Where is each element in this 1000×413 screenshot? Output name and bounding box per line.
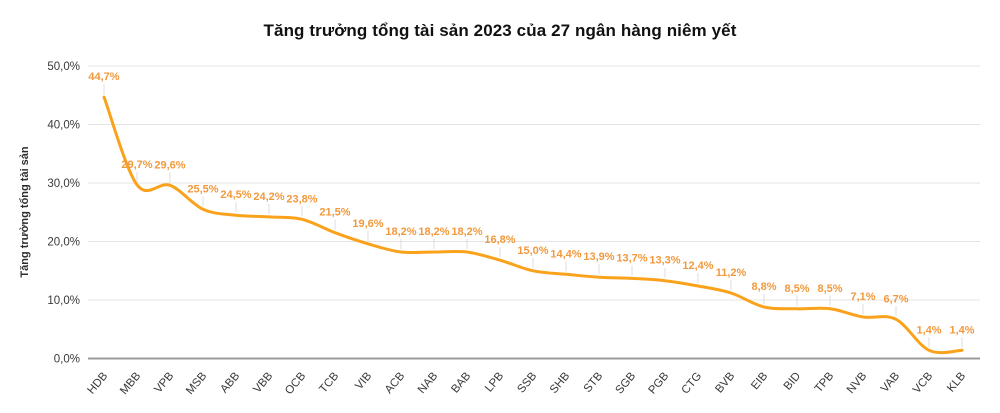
data-point-label: 8,8% [751,281,776,293]
data-point-label: 13,9% [583,251,614,263]
x-tick-label: VPB [152,370,176,396]
series-line [102,95,964,355]
x-tick-label: MSB [184,370,209,397]
data-point-label: 29,6% [154,159,185,171]
data-point-label: 18,2% [385,226,416,238]
data-point-label: 8,5% [784,283,809,295]
data-point-label: 12,4% [682,260,713,272]
x-tick-label: VBB [251,370,275,396]
chart-title: Tăng trưởng tổng tài sản 2023 của 27 ngâ… [263,21,737,40]
data-point-label: 1,4% [949,324,974,336]
x-tick-label: NAB [416,370,441,396]
x-tick-label: VIB [353,370,374,392]
x-tick-label: TCB [317,370,341,396]
x-tick-label: CTG [679,370,704,396]
data-point-label: 11,2% [716,267,747,279]
x-tick-label: BVB [713,370,737,396]
data-point-label: 25,5% [187,183,218,195]
x-tick-label: SGB [613,370,638,397]
y-tick-label: 10,0% [47,295,80,307]
x-tick-label: NVB [845,370,870,396]
x-tick-label: MBB [118,370,143,397]
x-tick-label: STB [582,370,606,395]
x-tick-label: VCB [911,370,936,396]
data-point-label: 1,4% [916,324,941,336]
y-tick-label: 30,0% [47,178,80,190]
data-point-label: 23,8% [286,193,317,205]
x-tick-label: OCB [283,370,308,397]
x-tick-label: HDB [85,370,110,397]
x-tick-label: EIB [749,370,770,392]
x-tick-label: LPB [483,370,506,395]
data-point-label: 29,7% [121,159,152,171]
data-point-label: 21,5% [319,207,350,219]
data-point-label: 6,7% [883,293,908,305]
x-tick-label: ACB [383,370,408,396]
x-tick-label: SSB [515,370,539,396]
data-point-label: 8,5% [817,283,842,295]
data-point-label: 18,2% [451,226,482,238]
data-point-label: 15,0% [517,245,548,257]
y-tick-label: 0,0% [54,354,80,366]
x-tick-label: KLB [945,370,968,395]
y-tick-label: 50,0% [47,61,80,73]
y-tick-label: 20,0% [47,237,80,249]
x-tick-label: BID [782,370,804,392]
data-point-label: 7,1% [850,291,875,303]
y-tick-label: 40,0% [47,120,80,132]
x-tick-label: ABB [218,370,242,396]
data-point-label: 19,6% [352,218,383,230]
data-point-label: 13,3% [649,255,680,267]
data-point-label: 24,2% [253,191,284,203]
data-point-label: 18,2% [418,226,449,238]
x-tick-label: SHB [548,370,573,396]
data-point-label: 16,8% [484,234,515,246]
x-tick-label: VAB [879,370,903,395]
data-point-label: 44,7% [88,71,119,83]
x-tick-label: BAB [449,370,473,396]
x-tick-label: PGB [646,370,671,397]
x-tick-label: TPB [813,370,837,395]
data-point-label: 24,5% [220,189,251,201]
data-point-label: 13,7% [616,252,647,264]
data-point-label: 14,4% [550,248,581,260]
